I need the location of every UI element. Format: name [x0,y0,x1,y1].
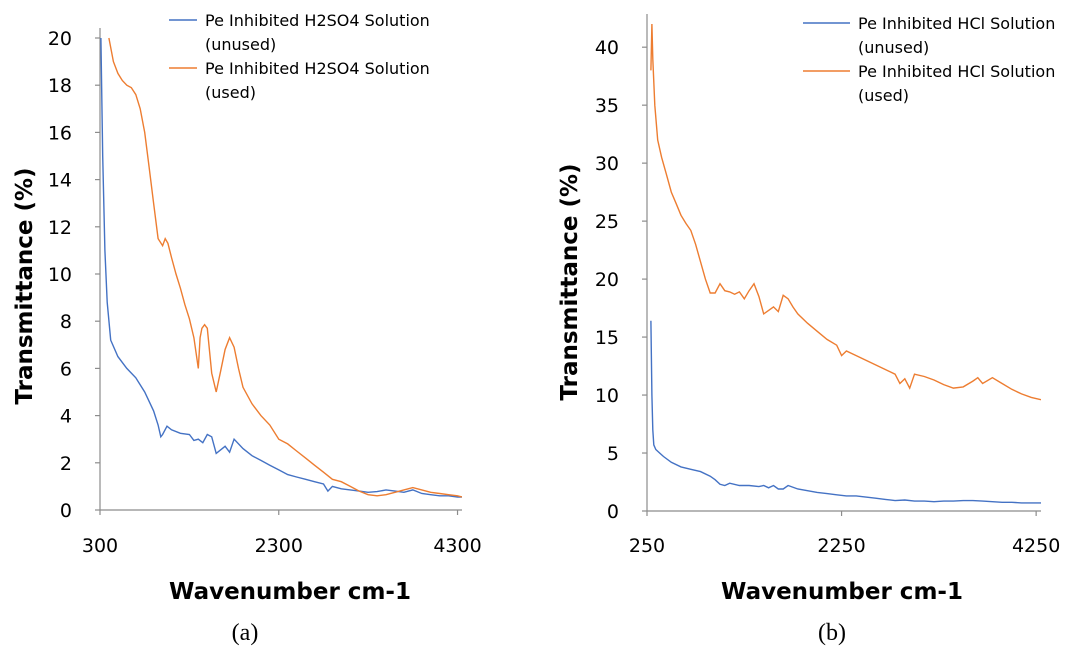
legend-label: (unused) [858,38,929,57]
y-tick-label: 18 [48,75,72,97]
series-line-used [108,37,462,498]
panel-caption: (b) [818,620,846,646]
legend-label: (used) [205,83,256,102]
y-tick-label: 40 [595,37,619,59]
y-tick-label: 8 [60,311,72,333]
y-tick-label: 30 [595,153,619,175]
chart-panel-b: Transmittance (%) Wavenumber cm-1 (b) 0 5… [557,14,1060,646]
y-tick-label: 16 [48,122,72,144]
x-axis-title: Wavenumber cm-1 [169,579,411,605]
y-tick-label: 20 [595,269,619,291]
x-tick-label: 300 [82,535,118,557]
y-tick-label: 4 [60,406,72,428]
series-line-unused [100,37,462,498]
y-tick-label: 12 [48,217,72,239]
x-tick-label: 250 [629,535,665,557]
y-tick-label: 10 [48,264,72,286]
x-axis-title: Wavenumber cm-1 [721,579,963,605]
legend-label: (used) [858,86,909,105]
legend-label: (unused) [205,35,276,54]
legend-label: Pe Inhibited HCl Solution [858,14,1055,33]
y-tick-label: 25 [595,211,619,233]
y-axis-title: Transmittance (%) [557,163,583,400]
y-tick-label: 10 [595,385,619,407]
x-tick-label: 2300 [255,535,303,557]
y-tick-label: 5 [607,443,619,465]
y-tick-label: 15 [595,327,619,349]
panel-caption: (a) [232,620,259,646]
legend-label: Pe Inhibited HCl Solution [858,62,1055,81]
x-tick-label: 4250 [1012,535,1060,557]
y-tick-label: 2 [60,453,72,475]
chart-panel-a: Transmittance (%) Wavenumber cm-1 (a) 0 2… [12,11,482,646]
x-tick-label: 4300 [433,535,481,557]
series-line-unused [650,320,1041,504]
y-tick-label: 0 [607,501,619,523]
y-axis-title: Transmittance (%) [12,167,38,404]
y-tick-label: 0 [60,500,72,522]
y-tick-label: 6 [60,358,72,380]
y-tick-label: 14 [48,170,72,192]
y-tick-label: 20 [48,28,72,50]
x-tick-label: 2250 [817,535,865,557]
legend-label: Pe Inhibited H2SO4 Solution [205,11,430,30]
series-line-used [650,23,1041,401]
y-tick-label: 35 [595,95,619,117]
legend-label: Pe Inhibited H2SO4 Solution [205,59,430,78]
